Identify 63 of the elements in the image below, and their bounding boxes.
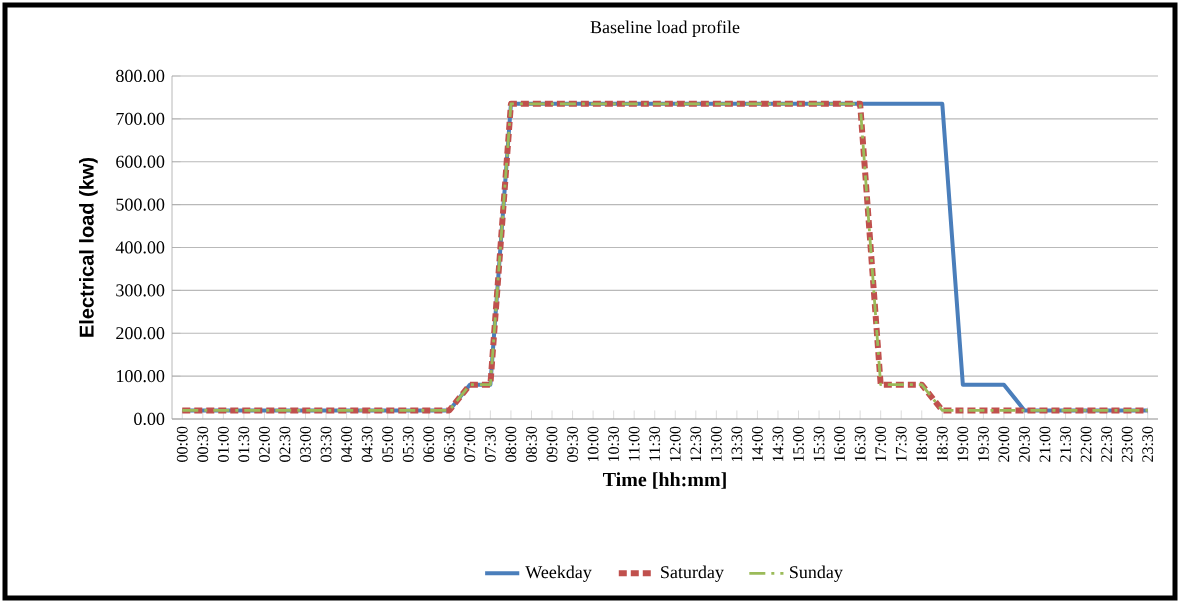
x-axis-title: Time [hh:mm]: [603, 472, 726, 489]
x-tick-label: 19:00: [957, 426, 969, 462]
y-tick-label: 0.00: [134, 412, 165, 426]
x-tick-label: 21:30: [1060, 426, 1071, 462]
x-tick-label: 01:00: [217, 426, 229, 462]
x-tick-label: 06:30: [443, 426, 455, 462]
legend-label: Weekday: [525, 565, 592, 582]
x-tick-label: 13:00: [710, 426, 722, 462]
x-tick-label: 18:00: [916, 426, 928, 462]
x-tick-label: 15:00: [793, 426, 804, 462]
x-tick-label: 09:30: [567, 426, 578, 462]
x-tick-label: 16:30: [854, 426, 866, 462]
y-tick-label: 100.00: [117, 369, 165, 383]
y-tick-label: 300.00: [116, 284, 165, 297]
x-tick-label: 13:30: [731, 426, 743, 462]
x-tick-label: 11:00: [628, 426, 640, 461]
y-tick-label: 800.00: [116, 69, 165, 83]
x-tick-label: 15:30: [813, 426, 825, 462]
x-tick-label: 04:00: [341, 426, 353, 462]
x-tick-label: 08:30: [526, 426, 537, 462]
x-tick-label: 16:00: [834, 426, 846, 462]
x-tick-label: 10:00: [587, 426, 599, 462]
x-tick-label: 04:30: [361, 426, 373, 462]
x-tick-label: 22:30: [1101, 426, 1113, 462]
chart-title: Baseline load profile: [590, 20, 740, 37]
x-tick-label: 05:30: [402, 426, 414, 462]
y-tick-label: 200.00: [116, 327, 165, 340]
y-axis-title: Electrical load (kw): [79, 157, 98, 337]
x-tick-label: 22:00: [1080, 426, 1092, 462]
x-tick-label: 20:00: [998, 426, 1010, 462]
x-tick-label: 02:30: [279, 426, 291, 462]
x-tick-label: 19:30: [977, 426, 989, 462]
x-tick-label: 00:30: [197, 426, 209, 462]
legend-label: Sunday: [790, 565, 843, 582]
y-tick-label: 400.00: [115, 241, 165, 254]
x-tick-label: 21:00: [1039, 426, 1051, 462]
x-tick-label: 08:00: [505, 426, 517, 462]
x-tick-label: 12:30: [690, 426, 702, 462]
x-tick-label: 23:30: [1142, 426, 1154, 462]
x-tick-label: 05:00: [382, 426, 394, 462]
x-tick-label: 23:00: [1121, 426, 1133, 462]
x-tick-label: 02:00: [259, 426, 270, 462]
x-tick-label: 07:00: [464, 426, 476, 462]
x-tick-label: 03:30: [320, 426, 332, 462]
x-tick-label: 10:30: [608, 426, 620, 462]
x-tick-label: 06:00: [423, 426, 435, 462]
x-tick-label: 14:00: [752, 426, 763, 462]
x-tick-label: 14:30: [772, 426, 784, 462]
x-tick-label: 18:30: [936, 426, 948, 462]
x-tick-label: 17:00: [875, 426, 887, 462]
x-tick-label: 09:00: [546, 426, 558, 462]
y-tick-label: 700.00: [116, 112, 165, 125]
x-tick-label: 11:30: [649, 426, 661, 461]
x-tick-label: 03:00: [300, 426, 311, 462]
x-tick-label: 12:00: [669, 426, 681, 462]
legend-label: Saturday: [661, 565, 724, 582]
y-tick-label: 600.00: [116, 155, 165, 168]
x-tick-label: 20:30: [1019, 426, 1030, 462]
x-tick-label: 00:00: [176, 426, 188, 462]
x-tick-label: 01:30: [238, 426, 250, 462]
x-tick-label: 07:30: [484, 426, 496, 462]
x-tick-label: 17:30: [895, 426, 907, 462]
y-tick-label: 500.00: [116, 198, 165, 211]
